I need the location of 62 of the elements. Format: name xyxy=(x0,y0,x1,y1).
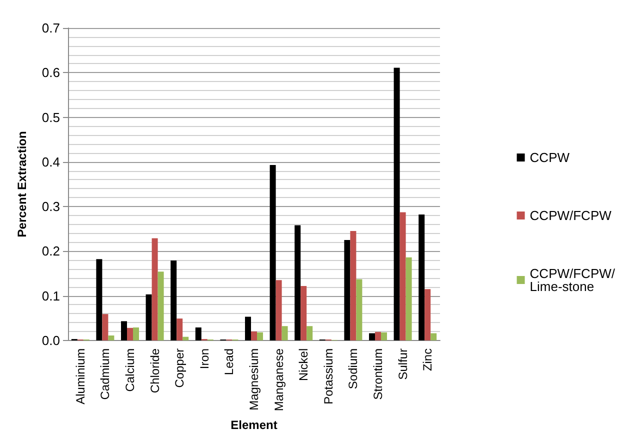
bar xyxy=(270,165,276,340)
bar xyxy=(394,68,400,340)
legend-label: CCPW/FCPW xyxy=(530,208,612,223)
x-tick-label: Sodium xyxy=(346,348,360,390)
bar xyxy=(356,279,362,340)
x-tick-label: Magnesium xyxy=(247,348,261,410)
bar xyxy=(133,327,139,340)
bar xyxy=(102,314,108,340)
x-tick-label: Calcium xyxy=(123,348,137,392)
x-tick-label: Potassium xyxy=(321,348,336,404)
bar xyxy=(282,326,288,340)
bar xyxy=(381,332,387,340)
bar xyxy=(176,318,183,340)
bar xyxy=(306,326,313,340)
bar xyxy=(344,240,350,340)
y-tick-label: 0.5 xyxy=(42,110,60,125)
y-tick-label: 0.2 xyxy=(42,244,60,259)
y-tick-label: 0.6 xyxy=(42,65,60,80)
x-tick-label: Strontium xyxy=(371,348,385,400)
x-tick-label: Manganese xyxy=(272,348,286,412)
y-tick-label: 0.0 xyxy=(42,332,60,348)
bar xyxy=(158,272,164,340)
bar xyxy=(375,332,381,340)
bar xyxy=(400,212,406,340)
x-tick-label: Copper xyxy=(172,348,187,388)
bar xyxy=(406,257,412,340)
bar xyxy=(257,332,263,340)
x-axis-title: Element xyxy=(230,418,278,432)
x-tick-label: Zinc xyxy=(420,348,435,372)
bar xyxy=(245,316,251,340)
bar xyxy=(369,333,375,340)
legend-label: CCPW xyxy=(530,150,570,165)
x-tick-label: Lead xyxy=(222,348,236,376)
y-tick-label: 0.7 xyxy=(42,20,60,36)
y-tick-label: 0.1 xyxy=(42,288,60,304)
x-tick-label: Sulfur xyxy=(396,348,410,380)
bar xyxy=(152,238,158,340)
y-tick-label: 0.3 xyxy=(42,199,60,214)
bar xyxy=(195,327,202,340)
bar xyxy=(418,214,425,340)
x-tick-label: Nickel xyxy=(296,348,311,382)
bar xyxy=(300,286,307,340)
bar xyxy=(430,333,437,340)
x-tick-label: Aluminium xyxy=(73,348,88,404)
bar xyxy=(350,231,356,340)
bar xyxy=(121,321,127,340)
bar xyxy=(424,289,431,340)
y-axis-title: Percent Extraction xyxy=(15,131,29,238)
bar xyxy=(96,259,102,340)
x-tick-label: Iron xyxy=(197,348,212,370)
bar xyxy=(251,331,257,340)
y-tick-label: 0.4 xyxy=(42,154,60,170)
legend-label: CCPW/FCPW/Lime-stone xyxy=(530,266,616,294)
bar xyxy=(108,335,114,340)
bar xyxy=(276,280,282,340)
bar xyxy=(127,328,133,340)
x-tick-label: Chloride xyxy=(148,348,162,394)
bar xyxy=(170,260,177,340)
bar xyxy=(294,225,301,340)
x-tick-label: Cadmium xyxy=(98,348,112,400)
bar xyxy=(182,336,189,340)
bar xyxy=(146,294,152,340)
